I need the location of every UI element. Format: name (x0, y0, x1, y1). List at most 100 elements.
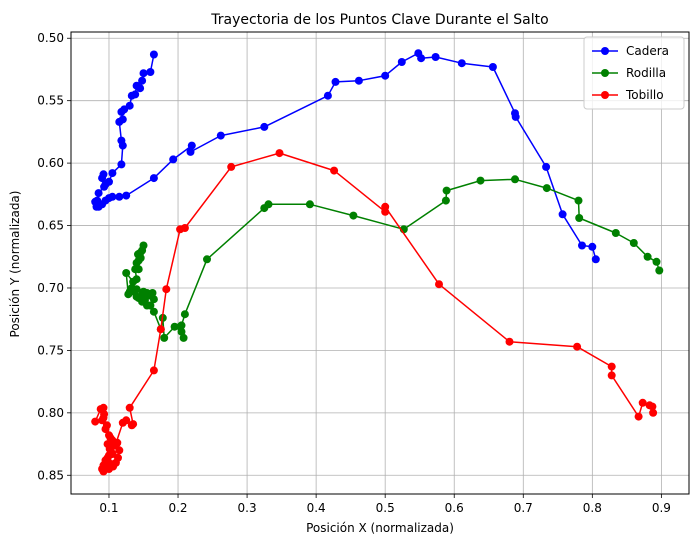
data-point-tobillo (99, 413, 108, 422)
x-tick-label: 0.7 (514, 501, 533, 515)
series-cadera (91, 49, 600, 264)
legend-label-tobillo: Tobillo (625, 88, 664, 102)
y-tick-label: 0.85 (37, 468, 64, 482)
series-line-cadera (94, 52, 597, 260)
y-tick-label: 0.70 (37, 281, 64, 295)
data-point-rodilla (611, 229, 620, 237)
data-point-cadera (146, 68, 155, 76)
data-point-cadera (149, 50, 158, 59)
data-point-tobillo (115, 446, 124, 455)
legend-marker-tobillo (601, 91, 609, 99)
data-point-cadera (354, 76, 363, 85)
legend-box (583, 36, 685, 110)
data-point-tobillo (99, 467, 108, 476)
x-tick-label: 0.2 (168, 501, 187, 515)
data-point-cadera (100, 182, 109, 191)
x-tick-label: 0.4 (307, 501, 326, 515)
data-point-rodilla (149, 307, 158, 316)
data-point-cadera (169, 155, 178, 164)
data-point-cadera (139, 69, 148, 78)
data-point-rodilla (132, 285, 141, 294)
data-point-rodilla (170, 322, 179, 331)
x-tick-label: 0.5 (376, 501, 395, 515)
series-line-tobillo (94, 152, 654, 473)
data-point-rodilla (203, 255, 211, 264)
data-point-tobillo (122, 416, 131, 425)
data-point-cadera (118, 141, 127, 150)
data-point-tobillo (634, 412, 643, 421)
chart-title: Trayectoria de los Puntos Clave Durante … (210, 12, 548, 28)
legend: Cadera Rodilla Tobillo (583, 36, 685, 110)
data-point-cadera (117, 107, 126, 116)
data-point-tobillo (649, 408, 658, 417)
data-point-rodilla (575, 214, 584, 222)
data-point-tobillo (573, 342, 582, 351)
data-point-cadera (417, 54, 426, 63)
data-point-tobillo (330, 166, 339, 175)
data-point-tobillo (607, 371, 616, 380)
y-tick-label: 0.65 (37, 219, 64, 233)
data-point-rodilla (349, 211, 358, 220)
data-point-tobillo (91, 417, 100, 426)
data-point-rodilla (132, 259, 141, 267)
plot-frame (70, 31, 690, 495)
data-point-cadera (94, 189, 103, 198)
data-point-cadera (588, 242, 597, 251)
data-point-rodilla (652, 257, 661, 266)
data-point-rodilla (131, 265, 140, 274)
data-point-tobillo (638, 398, 647, 407)
data-point-cadera (122, 191, 131, 200)
data-point-rodilla (264, 200, 273, 209)
y-tick-label: 0.55 (37, 94, 64, 108)
data-point-tobillo (113, 438, 122, 447)
data-point-rodilla (542, 184, 551, 193)
data-point-cadera (108, 192, 117, 201)
data-point-rodilla (442, 186, 451, 195)
y-axis-ticks: 0.50 0.55 0.60 0.65 0.70 0.75 0.80 0.85 (37, 31, 71, 482)
data-point-cadera (115, 117, 124, 126)
data-point-tobillo (102, 421, 111, 430)
data-point-rodilla (476, 176, 485, 185)
data-point-tobillo (505, 337, 514, 346)
data-point-rodilla (643, 252, 652, 261)
data-point-rodilla (129, 277, 138, 286)
data-point-tobillo (129, 420, 138, 429)
data-point-rodilla (180, 310, 189, 319)
x-axis-label: Posición X (normalizada) (306, 521, 454, 535)
data-point-tobillo (156, 325, 165, 334)
y-tick-label: 0.50 (37, 31, 64, 45)
data-point-rodilla (177, 321, 186, 330)
data-point-rodilla (574, 196, 583, 205)
data-point-rodilla (148, 289, 157, 297)
data-point-cadera (149, 174, 158, 183)
data-point-cadera (397, 58, 406, 66)
data-point-rodilla (177, 327, 186, 336)
data-point-tobillo (435, 280, 443, 289)
data-point-rodilla (149, 295, 158, 304)
data-point-rodilla (655, 266, 664, 275)
data-point-tobillo (180, 224, 189, 232)
data-point-cadera (488, 63, 497, 71)
data-point-rodilla (179, 333, 188, 342)
data-point-cadera (216, 131, 225, 140)
data-point-cadera (323, 91, 332, 100)
data-point-cadera (591, 255, 600, 264)
data-point-cadera (457, 59, 466, 68)
data-point-cadera (127, 91, 136, 100)
data-point-rodilla (441, 196, 450, 205)
y-axis-label: Posición Y (normalizada) (8, 191, 22, 338)
data-point-cadera (108, 169, 117, 178)
data-point-cadera (511, 112, 520, 121)
data-point-cadera (187, 141, 196, 150)
legend-marker-rodilla (601, 69, 609, 77)
data-point-rodilla (160, 333, 169, 342)
data-point-cadera (558, 210, 567, 219)
data-point-rodilla (305, 200, 314, 209)
data-point-rodilla (132, 292, 141, 301)
y-tick-label: 0.75 (37, 343, 64, 357)
legend-marker-cadera (601, 47, 609, 55)
data-point-cadera (138, 76, 147, 85)
data-point-cadera (117, 160, 126, 169)
data-point-tobillo (381, 202, 390, 211)
